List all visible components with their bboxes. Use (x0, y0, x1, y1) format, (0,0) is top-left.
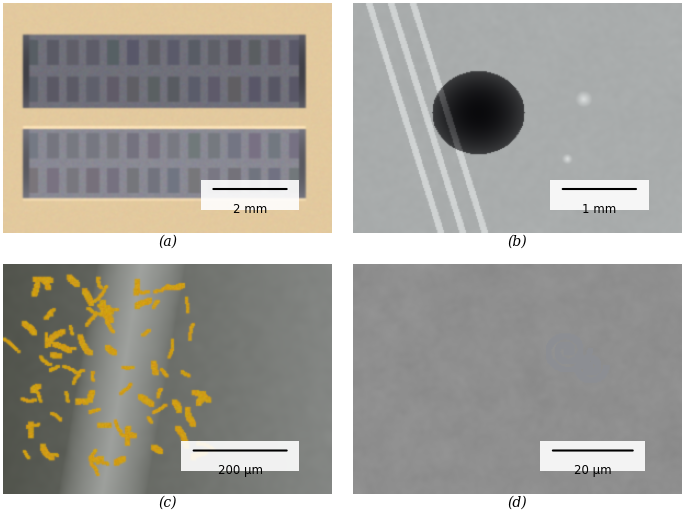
Bar (181, 441, 299, 471)
Text: (d): (d) (508, 496, 527, 510)
Bar (550, 180, 649, 210)
Bar (201, 180, 299, 210)
Text: (c): (c) (158, 496, 177, 510)
Text: 1 mm: 1 mm (582, 203, 616, 216)
Text: (b): (b) (508, 234, 527, 248)
Text: 200 μm: 200 μm (218, 464, 262, 477)
Text: 20 μm: 20 μm (574, 464, 612, 477)
Text: 2 mm: 2 mm (233, 203, 267, 216)
Text: (a): (a) (158, 234, 177, 248)
Bar (540, 441, 645, 471)
